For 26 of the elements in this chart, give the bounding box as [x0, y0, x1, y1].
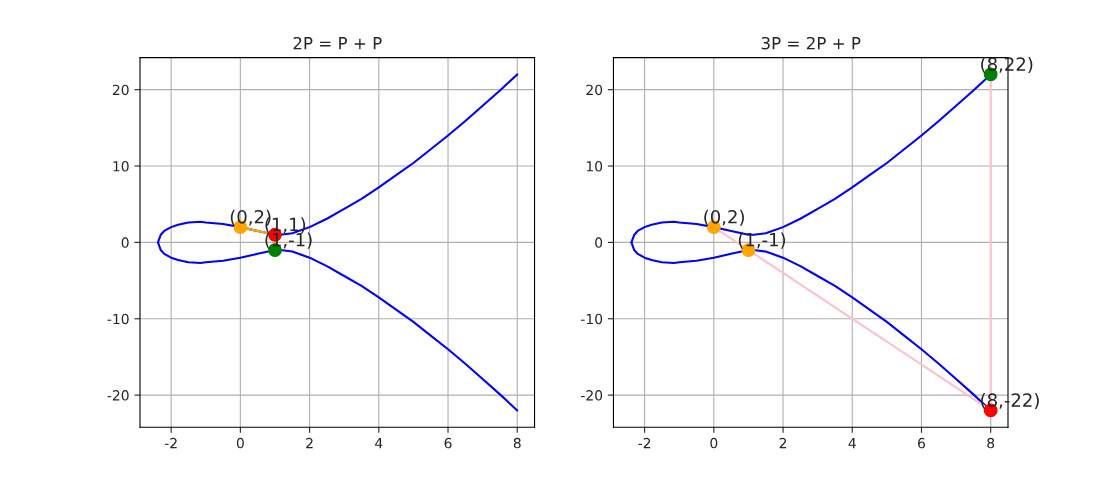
y-tick-label: 10 [586, 161, 603, 172]
y-tick-label: -10 [107, 313, 129, 325]
x-tick-label: 6 [444, 437, 452, 449]
y-tick-label: 0 [595, 237, 603, 248]
x-tick-label: 0 [236, 437, 244, 449]
y-tick-label: -20 [107, 390, 129, 401]
x-tick-label: 8 [513, 437, 521, 449]
x-tick-label: 0 [710, 437, 718, 449]
x-tick-label: 8 [987, 437, 995, 449]
chart-title: 2P = P + P [293, 36, 382, 50]
y-tick-label: -20 [581, 390, 603, 401]
x-tick-label: 2 [306, 437, 313, 449]
y-tick-label: 10 [113, 161, 129, 172]
x-tick-label: 6 [918, 437, 926, 449]
y-tick-label: 0 [121, 237, 129, 248]
x-tick-label: 2 [779, 437, 787, 449]
chart-title: 3P = 2P + P [761, 36, 861, 50]
x-tick-label: -2 [638, 437, 651, 449]
annotation: (0,2) [704, 209, 744, 226]
y-tick-label: 20 [586, 84, 603, 96]
y-tick-label: -10 [581, 313, 603, 325]
x-tick-label: -2 [164, 437, 177, 449]
y-tick-label: 20 [112, 84, 129, 96]
x-tick-label: 4 [375, 438, 383, 449]
x-tick-label: 4 [848, 438, 856, 449]
annotation: (1,-1) [738, 232, 786, 249]
